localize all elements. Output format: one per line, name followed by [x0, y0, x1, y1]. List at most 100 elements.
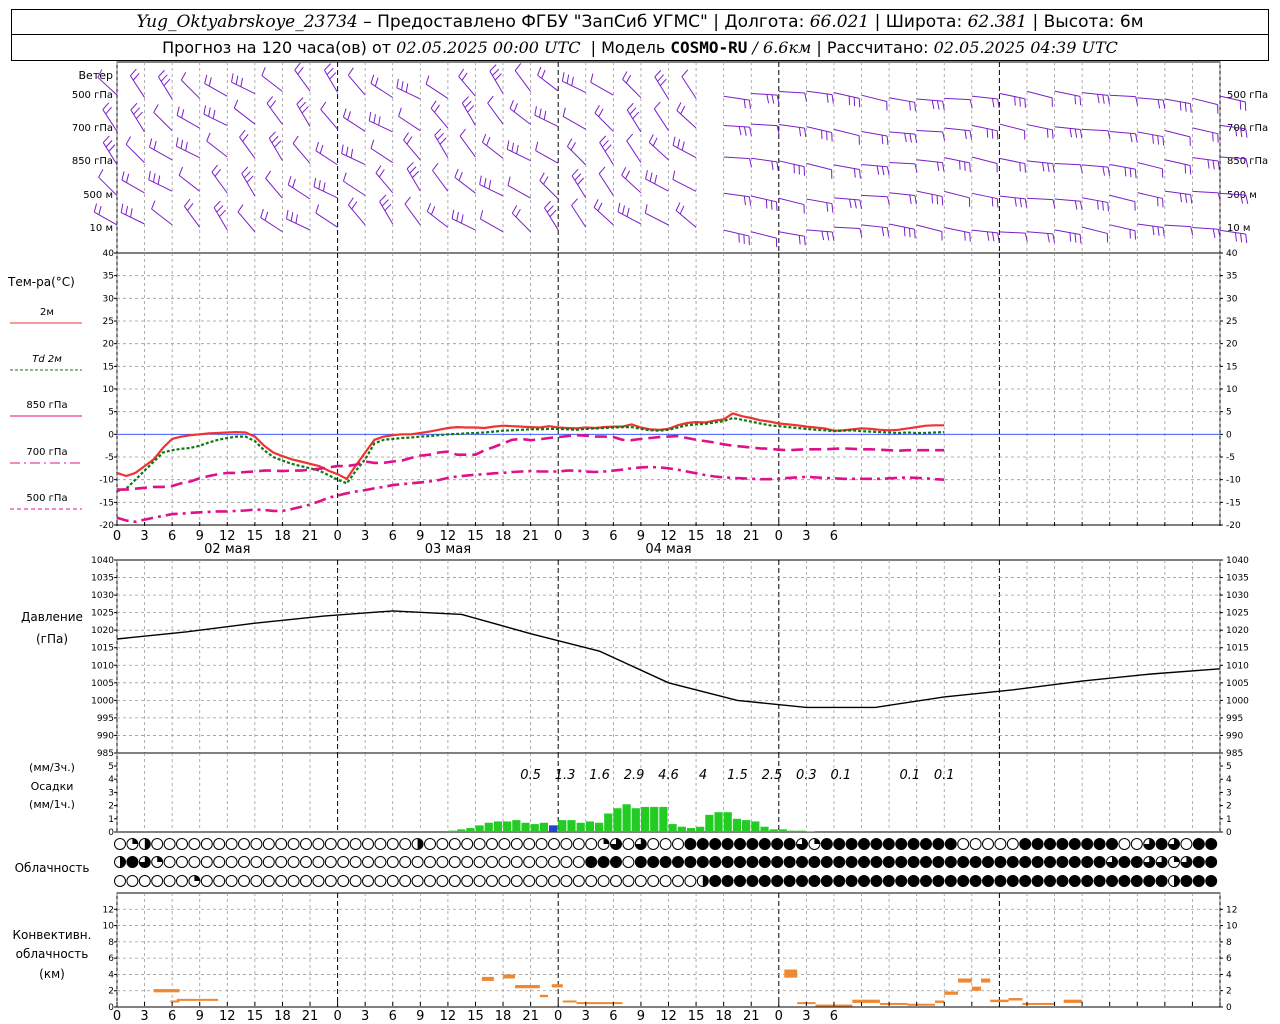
wind-barb-feather [886, 166, 890, 176]
cloud-symbol [982, 838, 994, 850]
cloud-symbol [1205, 856, 1218, 868]
cloud-symbol [1044, 856, 1056, 868]
conv-axis-tick-left: 10 [103, 922, 115, 932]
cloud-symbol [783, 875, 796, 887]
cloud-symbol-circle [1192, 875, 1205, 887]
cloud-symbol-circle [994, 856, 1007, 868]
cloud-symbol [957, 838, 970, 850]
cloud-symbol [870, 838, 883, 850]
wind-barb-staff [888, 223, 915, 230]
wind-barb-feather [598, 166, 606, 174]
cloud-symbol-fill [1174, 856, 1180, 862]
cloud-symbol [1180, 856, 1193, 868]
wind-barb-staff [681, 76, 697, 99]
wind-barb-staff [672, 179, 697, 192]
wind-barb-staff [260, 217, 283, 233]
cloud-symbol-circle [758, 856, 771, 868]
cloud-symbol-fill [1156, 856, 1168, 868]
wind-barb-feather [153, 140, 157, 150]
wind-barb [1192, 157, 1220, 171]
cloud-symbol [436, 875, 449, 887]
wind-barb [296, 97, 311, 127]
cloud-symbol [634, 875, 647, 887]
wind-barb [425, 75, 449, 99]
cloud-symbol-fill [610, 838, 622, 850]
wind-barb [889, 192, 917, 205]
date-label: 03 мая [425, 542, 471, 557]
wind-barb-staff [458, 76, 476, 97]
wind-barb-staff [287, 184, 311, 200]
cloud-symbol-circle [461, 856, 474, 868]
precip-3h-label: 4.6 [658, 768, 679, 783]
wind-barb-feather [180, 72, 187, 81]
wind-barb-feather [997, 232, 1000, 242]
precip-axis-tick-right: 0 [1226, 828, 1232, 838]
cloud-symbol [944, 856, 957, 868]
temp-legend-label: 700 гПа [26, 447, 67, 458]
wind-barb-staff [723, 192, 750, 198]
cloud-symbol-circle [1068, 875, 1081, 887]
wind-barb-feather [959, 160, 961, 170]
cloud-symbol-circle [275, 838, 288, 850]
wind-barb-feather [286, 209, 289, 219]
forecast-label: Прогноз на 120 часа(ов) от [162, 38, 392, 57]
wind-barb-staff [97, 77, 118, 96]
wind-barb-staff [176, 114, 200, 129]
cloud-symbol [895, 856, 908, 868]
conv-cloud-bar [176, 998, 219, 1001]
cloud-symbol [721, 856, 734, 868]
wind-barb-staff [1219, 229, 1246, 235]
cloud-title: Облачность [15, 861, 90, 875]
cloud-symbol [176, 856, 188, 868]
cloud-symbol-circle [1130, 856, 1143, 868]
cloud-symbol [647, 838, 660, 850]
wind-barb [806, 198, 834, 213]
cloud-symbol-circle [721, 856, 734, 868]
cloud-symbol-circle [1044, 875, 1056, 887]
wind-barb-feather [1240, 233, 1243, 243]
cloud-symbol [1068, 875, 1081, 887]
wind-barb [778, 160, 806, 176]
wind-barb [379, 194, 394, 225]
wind-barb [861, 164, 890, 176]
wind-barb-staff [1054, 162, 1081, 166]
bottom-hour-label: 21 [743, 1009, 760, 1024]
wind-barb-staff [971, 156, 998, 164]
wind-barb-staff [241, 173, 256, 197]
wind-barb-feather [451, 209, 455, 219]
conv-axis-tick-right: 4 [1226, 970, 1232, 980]
cloud-symbol [672, 875, 684, 887]
wind-barb-feather [130, 208, 133, 218]
bottom-hour-label: 15 [247, 1009, 264, 1024]
wind-barb-feather [804, 128, 807, 138]
wind-barb-staff [231, 81, 256, 95]
cloud-symbol [1068, 856, 1081, 868]
wind-barb-staff [999, 92, 1025, 100]
hour-label: 6 [830, 529, 838, 544]
wind-barb-feather [1074, 200, 1078, 210]
wind-barb [648, 134, 669, 161]
precip-axis-tick-left: 5 [108, 762, 114, 772]
wind-barb [461, 96, 476, 126]
wind-barb [451, 209, 476, 231]
cloud-symbol [771, 875, 784, 887]
wind-barb [129, 68, 145, 98]
conv-cloud-bar [1022, 1002, 1055, 1005]
wind-barb-feather [163, 78, 171, 87]
cloud-symbol-circle [932, 875, 945, 887]
wind-barb-feather [996, 130, 999, 140]
wind-barb-feather [396, 78, 399, 88]
cloud-symbol [262, 875, 275, 887]
precip-bar [668, 824, 677, 832]
wind-barb [1026, 231, 1056, 243]
cloud-symbol [362, 838, 374, 850]
cloud-symbol-circle [287, 856, 300, 868]
wind-barb [916, 159, 945, 172]
forecast-time: 02.05.2025 00:00 UTC [396, 38, 581, 57]
cloud-symbol [560, 838, 573, 850]
cloud-symbol [200, 875, 213, 887]
wind-barb-feather [203, 105, 207, 115]
temp-axis-tick-right: -10 [1226, 476, 1241, 486]
wind-barb-staff [1219, 156, 1246, 160]
wind-barb-feather [406, 161, 414, 170]
